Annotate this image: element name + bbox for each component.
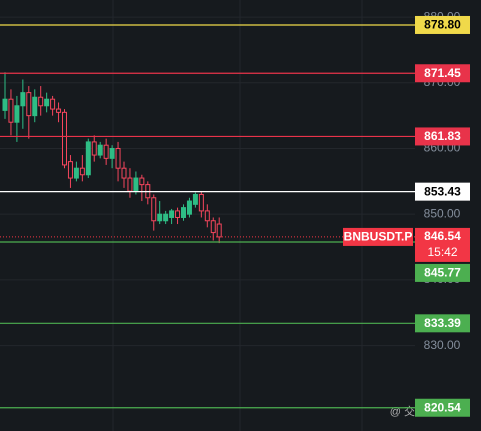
level-label: 833.39 bbox=[424, 316, 461, 330]
candle-body bbox=[139, 177, 145, 186]
candle-body bbox=[73, 167, 79, 179]
candle-body bbox=[62, 111, 67, 166]
current-price-bg bbox=[415, 227, 470, 262]
candle-body bbox=[26, 92, 32, 117]
candle-body bbox=[186, 200, 192, 215]
countdown-label: 15:42 bbox=[427, 245, 457, 259]
candle-body bbox=[38, 96, 44, 107]
candle-body bbox=[192, 193, 198, 205]
y-tick-label: 850.00 bbox=[424, 206, 461, 220]
level-label: 820.54 bbox=[424, 400, 461, 414]
level-label: 853.43 bbox=[424, 184, 461, 198]
candle-body bbox=[85, 141, 91, 176]
level-label-bg bbox=[415, 263, 470, 282]
symbol-tag-bg bbox=[343, 227, 413, 246]
candle-body bbox=[8, 98, 14, 123]
candle-body bbox=[181, 207, 186, 218]
candle-body bbox=[103, 144, 109, 159]
candle-body bbox=[79, 167, 85, 176]
candle-body bbox=[50, 98, 56, 110]
candle-body bbox=[2, 98, 8, 111]
candle-body bbox=[151, 197, 157, 222]
level-label-bg bbox=[415, 182, 470, 201]
candle-body bbox=[115, 147, 121, 169]
level-label-bg bbox=[415, 398, 470, 417]
candle-body bbox=[32, 96, 38, 117]
level-label-bg bbox=[415, 127, 470, 146]
candle-body bbox=[127, 177, 133, 192]
current-price-label: 846.54 bbox=[424, 229, 461, 243]
candle-body bbox=[97, 144, 103, 156]
candle-body bbox=[198, 193, 204, 212]
candle-body bbox=[157, 213, 163, 222]
candle-body bbox=[210, 220, 216, 234]
candle-body bbox=[169, 210, 175, 218]
candle-body bbox=[121, 167, 127, 179]
level-label-bg bbox=[415, 15, 470, 34]
candle-body bbox=[109, 147, 115, 159]
level-label-bg bbox=[415, 64, 470, 83]
candle-body bbox=[91, 141, 97, 156]
candle-body bbox=[216, 223, 222, 238]
symbol-tag: BNBUSDT.P bbox=[344, 230, 413, 244]
candle-body bbox=[44, 98, 50, 107]
level-label: 861.83 bbox=[424, 129, 461, 143]
candle-body bbox=[20, 92, 26, 107]
candle-body bbox=[163, 213, 169, 222]
level-label-bg bbox=[415, 314, 470, 333]
level-label: 878.80 bbox=[424, 18, 461, 32]
candle-body bbox=[204, 210, 210, 222]
candle-body bbox=[133, 177, 139, 192]
candle-body bbox=[67, 161, 73, 179]
candle-body bbox=[56, 108, 62, 113]
candle-body bbox=[14, 105, 20, 123]
candle-body bbox=[175, 210, 181, 218]
y-tick-label: 830.00 bbox=[424, 338, 461, 352]
level-label: 871.45 bbox=[424, 66, 461, 80]
level-label: 845.77 bbox=[424, 266, 461, 280]
